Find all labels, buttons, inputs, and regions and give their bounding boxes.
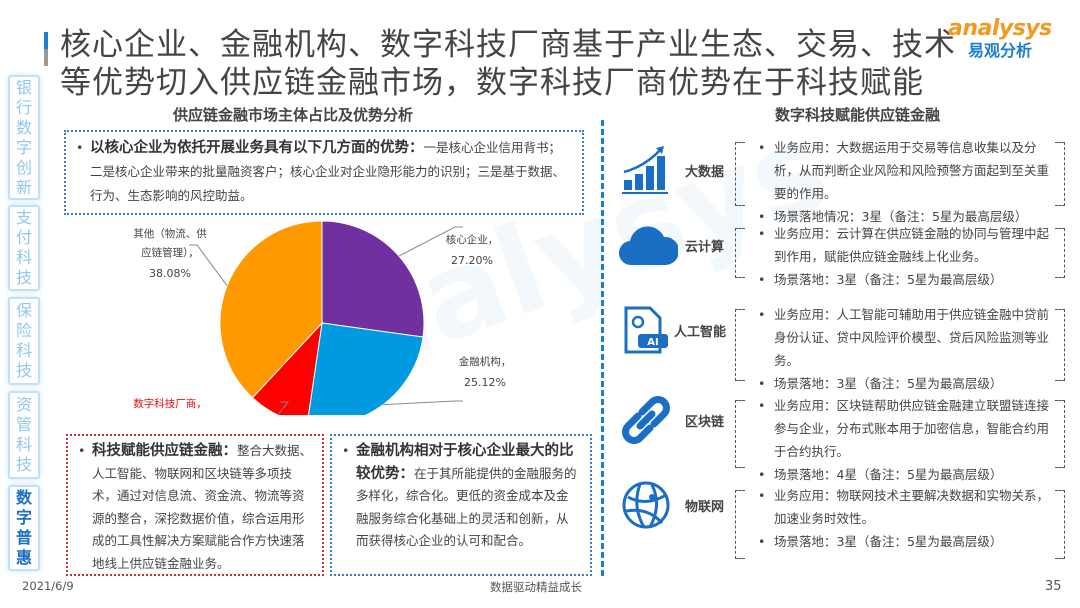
tech-name: 物联网 [685,500,725,515]
leader-line [189,244,228,286]
sidebar-tab-digital-inclusion[interactable]: 数字普惠 [8,485,40,571]
cloud-icon [618,217,680,273]
bracket [735,142,1065,206]
tech-description: • 业务应用：区块链帮助供应链金融建立联盟链连接参与企业，分布式账本用于加密信息，… [758,394,1058,486]
tech-name: 云计算 [685,240,725,255]
sidebar-tab-label: 支付科技 [15,208,32,287]
bracket [735,309,1065,381]
box-text: 整合大数据、人工智能、物联网和区块链等多项技术，通过对信息流、资金流、物流等资源… [92,443,313,571]
business-application: • 业务应用：大数据运用于交易等信息收集以及分析，从而判断企业风险和风险预警方面起… [758,140,1050,201]
box-text: 在于其所能提供的金融服务的多样化，综合化。更低的资金成本及金融服务综合化基础上的… [356,465,577,549]
business-application: • 业务应用：云计算在供应链金融的协同与管理中起到作用，赋能供应链金融线上化业务。 [758,226,1050,264]
scene-rating: • 场景落地：3星（备注：5星为最高层级） [758,534,1003,549]
sidebar-tab-payment-tech[interactable]: 支付科技 [8,205,40,291]
bullet: • [78,443,86,458]
leader-line [398,226,463,257]
logo: analysys 易观分析 [948,16,1058,61]
bullet: • [76,140,84,155]
leader-line [277,401,290,415]
slice-label: 数字科技厂商， [133,397,207,410]
sidebar-tab-insurtech[interactable]: 保险科技 [8,297,40,385]
footer-date: 2021/6/9 [22,579,74,593]
slice-value-label: 25.12% [464,376,506,389]
right-subtitle: 数字科技赋能供应链金融 [775,106,941,124]
slice-value-label: 38.08% [149,267,191,280]
pie-slice [321,220,425,338]
slice-label: 金融机构， [459,355,512,368]
tech-description: • 业务应用：物联网技术主要解决数据和实物关系，加速业务时效性。 • 场景落地：3星（… [758,484,1058,553]
scene-rating: • 场景落地情况：3星（备注：5星为最高层级） [758,209,1028,224]
slice-label: 核心企业， [446,233,499,246]
tech-description: • 业务应用：人工智能可辅助用于供应链金融中贷前身份认证、贷中风险评价模型、贷后风… [758,303,1058,395]
globe-network-icon [618,477,674,533]
bullet: • [342,443,350,458]
tech-empowerment-box: • 科技赋能供应链金融：整合大数据、人工智能、物联网和区块链等多项技术，通过对信… [66,434,324,576]
tech-description: • 业务应用：云计算在供应链金融的协同与管理中起到作用，赋能供应链金融线上化业务。… [758,222,1058,291]
box-heading: 以核心企业为依托开展业务具有以下几方面的优势： [90,140,424,156]
ai-document-icon: AI [618,302,674,358]
title-accent-bar [44,32,48,66]
tech-name: 大数据 [685,165,725,180]
box-heading: 金融机构相对于核心企业最大的比较优势： [356,443,574,482]
pie-slice [219,220,323,399]
business-application: • 业务应用：物联网技术主要解决数据和实物关系，加速业务时效性。 [758,488,1050,526]
box-heading: 科技赋能供应链金融： [92,443,237,459]
tech-name: 区块链 [685,415,725,430]
logo-text-en: analysys [948,16,1052,41]
slice-value-label: 27.20% [451,254,493,267]
sidebar-tab-bank-innovation[interactable]: 银行数字创新 [8,75,40,200]
tech-description: • 业务应用：大数据运用于交易等信息收集以及分析，从而判断企业风险和风险预警方面起… [758,136,1058,228]
sidebar-tab-label: 资管科技 [15,395,32,474]
bar-chart-growth-icon [618,142,674,198]
box-text: 一是核心企业信用背书；二是核心企业带来的批量融资客户；核心企业对企业隐形能力的识… [90,140,566,203]
left-subtitle: 供应链金融市场主体占比及优势分析 [173,106,414,124]
pie-chart: 核心企业，27.20%金融机构，25.12%数字科技厂商，9.60%其他（物流、… [133,220,512,415]
business-application: • 业务应用：人工智能可辅助用于供应链金融中贷前身份认证、贷中风险评价模型、贷后风… [758,307,1050,368]
chain-link-icon [618,392,674,448]
bracket [735,490,1065,559]
scene-rating: • 场景落地：3星（备注：5星为最高层级） [758,376,1003,391]
sidebar-tab-label: 保险科技 [15,301,32,380]
page-number: 35 [1045,579,1062,594]
slice-label: 应链管理）， [141,246,199,259]
pie-slice [307,322,424,415]
slice-label: 其他（物流、供 [133,227,207,240]
tech-name: 人工智能 [674,325,727,340]
business-application: • 业务应用：区块链帮助供应链金融建立联盟链连接参与企业，分布式账本用于加密信息，… [758,398,1050,459]
scene-rating: • 场景落地：3星（备注：5星为最高层级） [758,272,1003,287]
sidebar-tab-asset-mgmt-tech[interactable]: 资管科技 [8,391,40,479]
logo-text-cn: 易观分析 [968,41,1033,60]
financial-institution-advantage-box: • 金融机构相对于核心企业最大的比较优势：在于其所能提供的金融服务的多样化，综合… [330,434,592,576]
bracket [735,400,1065,468]
svg-text:AI: AI [647,337,658,348]
core-enterprise-advantage-box: • 以核心企业为依托开展业务具有以下几方面的优势：一是核心企业信用背书；二是核心… [64,130,584,215]
divider [601,120,604,576]
leader-line [383,400,463,406]
scene-rating: • 场景落地：4星（备注：5星为最高层级） [758,467,1003,482]
page-title: 核心企业、金融机构、数字科技厂商基于产业生态、交易、技术等优势切入供应链金融市场… [60,27,956,101]
sidebar-tab-label: 数字普惠 [15,488,32,567]
bracket [735,228,1065,278]
footer-slogan: 数据驱动精益成长 [490,580,582,594]
sidebar-tab-label: 银行数字创新 [15,77,32,197]
